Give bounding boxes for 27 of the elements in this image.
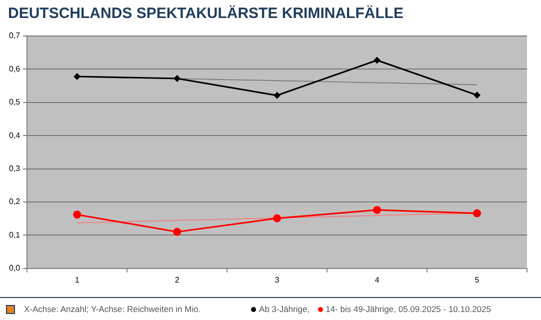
legend-label: Ab 3-Jährige, [259,304,310,314]
x-tick-label: 5 [474,275,480,284]
point [474,92,481,99]
x-tick-label: 3 [274,275,280,284]
x-tick-label: 1 [74,275,80,284]
y-tick-label: 0,5 [8,98,21,107]
point [373,206,382,214]
y-tick-label: 0,6 [8,64,21,74]
point [273,214,282,222]
point [274,92,281,99]
point [173,228,182,236]
x-tick-label: 2 [174,275,180,284]
chart-title: DEUTSCHLANDS SPEKTAKULÄRSTE KRIMINALFÄLLE [8,5,404,22]
point [174,74,181,82]
y-tick-label: 0,1 [8,230,21,240]
point [73,210,82,219]
legend-label: 14- bis 49-Jährige, 05.09.2025 - 10.10.2025 [326,304,491,314]
y-tick-label: 0,4 [8,130,21,140]
y-tick-label: 0,7 [8,31,21,40]
point [374,56,381,64]
point [473,209,482,218]
y-tick-label: 0,0 [8,264,21,273]
y-tick-label: 0,3 [8,164,21,174]
x-tick-label: 4 [374,275,380,284]
text: X-Achse: Anzahl; Y-Achse: Reichweiten in Mio. [24,304,201,314]
y-tick-label: 0,2 [8,197,21,206]
point [74,73,81,80]
